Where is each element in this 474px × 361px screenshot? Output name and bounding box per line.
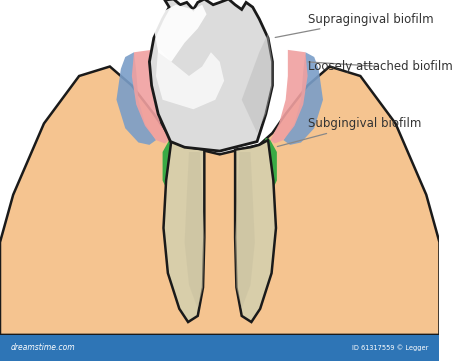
Text: Supragingival biofilm: Supragingival biofilm (275, 13, 433, 38)
Polygon shape (163, 138, 184, 197)
Polygon shape (117, 52, 156, 145)
Polygon shape (235, 140, 276, 322)
Polygon shape (255, 138, 277, 197)
Polygon shape (154, 5, 207, 62)
Text: dreamstime.com: dreamstime.com (11, 343, 76, 352)
Text: ID 61317559 © Legger: ID 61317559 © Legger (352, 345, 428, 351)
Polygon shape (283, 52, 323, 145)
Polygon shape (132, 50, 169, 143)
Polygon shape (242, 33, 273, 133)
Polygon shape (164, 140, 204, 322)
Polygon shape (156, 48, 224, 109)
Text: Loosely attached biofilm: Loosely attached biofilm (308, 60, 452, 73)
Polygon shape (0, 66, 439, 335)
Bar (0, 335, 439, 361)
Polygon shape (235, 152, 255, 309)
Polygon shape (184, 152, 204, 309)
Polygon shape (149, 0, 273, 151)
Text: Subgingival biofilm: Subgingival biofilm (277, 117, 421, 147)
Polygon shape (270, 50, 308, 143)
